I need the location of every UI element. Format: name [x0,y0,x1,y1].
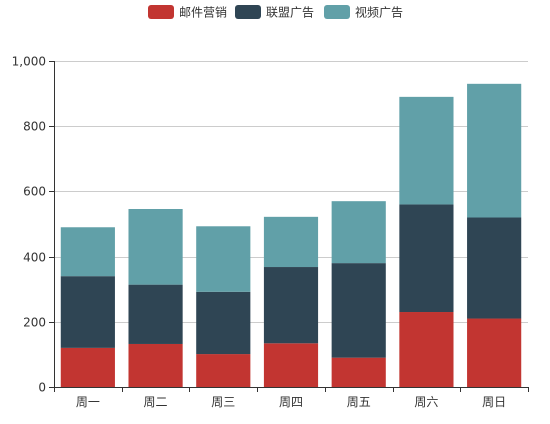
x-tick-label: 周二 [144,395,168,409]
bar-segment[interactable] [331,263,386,358]
x-tick-label: 周六 [414,395,438,409]
bar-segment[interactable] [263,267,319,344]
bar-segment[interactable] [128,209,183,285]
y-tick-label: 800 [23,120,46,134]
bar-segment[interactable] [263,343,319,387]
chart-legend[interactable]: 邮件营销 联盟广告 视频广告 [148,5,403,20]
y-tick-label: 200 [23,316,46,330]
bar-segment[interactable] [128,343,183,387]
bar-segment[interactable] [467,217,522,319]
x-axis: 周一 周二 周三 周四 周五 周六 周日 [54,387,529,409]
legend-item[interactable]: 视频广告 [324,5,403,20]
x-tick-label: 周三 [211,395,235,409]
legend-swatch [235,5,261,19]
legend-swatch [324,5,350,19]
y-tick-label: 0 [38,381,46,395]
y-tick-label: 400 [23,251,46,265]
y-tick-label: 600 [23,185,46,199]
bar-segment[interactable] [196,291,251,355]
y-axis: 0 200 400 600 800 1,000 [12,55,55,395]
bar-segment[interactable] [399,96,454,205]
bar-segment[interactable] [331,357,386,387]
bar-segment[interactable] [60,227,115,277]
bar-segment[interactable] [196,354,251,387]
bar-series-group [60,83,522,387]
bar-segment[interactable] [399,204,454,313]
legend-swatch [148,5,174,19]
y-tick-label: 1,000 [12,55,46,69]
bar-segment[interactable] [60,276,115,348]
bar-segment[interactable] [263,216,319,268]
x-tick-label: 周一 [76,395,100,409]
legend-item[interactable]: 联盟广告 [235,5,314,20]
x-tick-label: 周日 [482,395,506,409]
bar-segment[interactable] [467,83,522,218]
legend-label: 邮件营销 [179,6,227,20]
legend-label: 联盟广告 [266,6,314,20]
bar-segment[interactable] [196,226,251,292]
legend-item[interactable]: 邮件营销 [148,5,227,20]
bar-segment[interactable] [399,312,454,387]
x-tick-label: 周四 [279,395,303,409]
legend-label: 视频广告 [355,5,403,20]
x-tick-label: 周五 [347,395,371,409]
bar-segment[interactable] [467,318,522,387]
bar-segment[interactable] [331,201,386,264]
bar-segment[interactable] [60,347,115,387]
bar-segment[interactable] [128,284,183,344]
